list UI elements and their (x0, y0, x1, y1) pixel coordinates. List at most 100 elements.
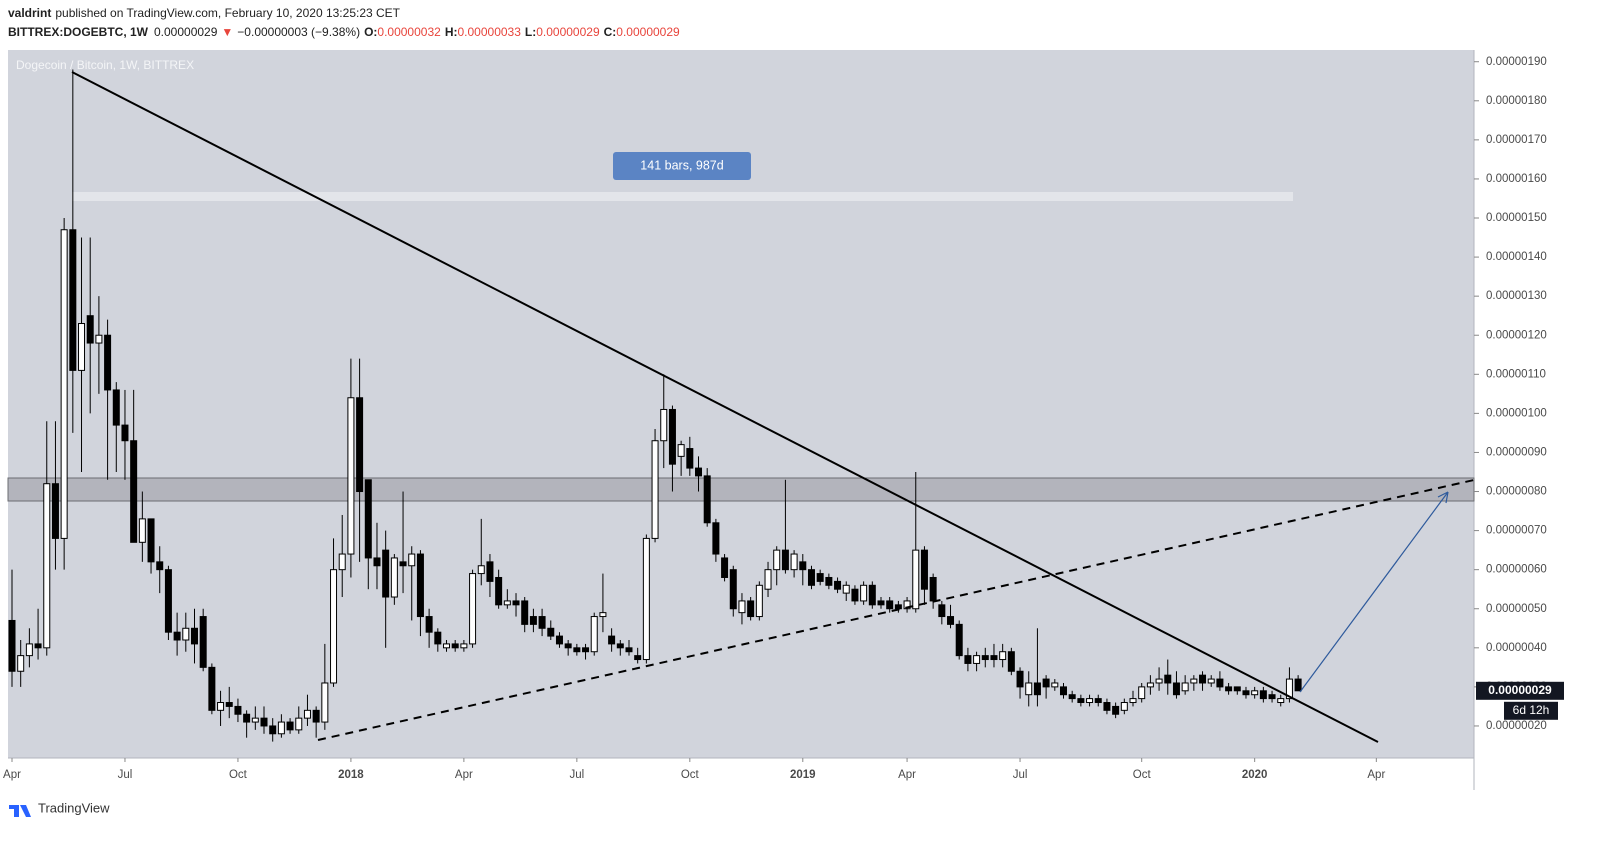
y-tick-label: 0.00000150 (1486, 212, 1547, 224)
measure-box (613, 152, 751, 180)
y-tick-label: 0.00000110 (1486, 368, 1546, 380)
candle-body (51, 483, 59, 539)
candle-body (564, 643, 572, 649)
candle-body (582, 647, 590, 653)
candle-body (529, 616, 537, 625)
candle-body (660, 408, 668, 442)
ohlc-label: O: (364, 25, 377, 39)
candle-body (451, 643, 459, 649)
change: −0.00000003 (−9.38%) (237, 25, 360, 39)
candle-body (816, 573, 824, 582)
ohlc-value: 0.00000033 (457, 25, 521, 39)
candle-body (1225, 686, 1233, 692)
candle-body (677, 444, 685, 457)
y-tick-label: 0.00000170 (1486, 134, 1547, 146)
candle-body (686, 448, 694, 469)
candle-body (964, 655, 972, 664)
candle-body (147, 518, 155, 563)
candle-body (1172, 682, 1180, 696)
y-tick-label: 0.00000040 (1486, 642, 1547, 654)
price-label: 0.00000029 (1488, 683, 1552, 697)
price-label-box (1476, 681, 1564, 700)
candle-body (408, 553, 416, 567)
x-tick-label: Apr (898, 769, 916, 781)
candle-body (416, 553, 424, 618)
candle-body (277, 721, 285, 735)
highlight-band (72, 192, 1293, 201)
candle-body (173, 631, 181, 641)
ohlc-label: L: (525, 25, 536, 39)
candle-body (938, 604, 946, 618)
candle-body (208, 666, 216, 711)
y-tick-label: 0.00000130 (1486, 290, 1547, 302)
candle-body (234, 705, 242, 715)
candle-body (338, 553, 346, 571)
author-line: valdrint published on TradingView.com, Fe… (8, 6, 401, 20)
candle-body (512, 600, 520, 606)
candle-body (1086, 698, 1094, 704)
candle-body (1294, 678, 1302, 692)
candle-body (60, 229, 68, 539)
candle-body (434, 631, 442, 645)
candle-body (1138, 686, 1146, 700)
projection-arrow (1299, 491, 1449, 693)
candle-body (1251, 690, 1259, 696)
candle-body (469, 573, 477, 645)
candle-body (990, 655, 998, 661)
candle-body (999, 651, 1007, 661)
candle-body (138, 518, 146, 543)
candle-body (903, 600, 911, 610)
candle-body (851, 588, 859, 602)
footer: TradingView (9, 800, 110, 817)
ohlc-value: 0.00000029 (616, 25, 680, 39)
candle-body (1146, 682, 1154, 688)
ohlc-value: 0.00000029 (536, 25, 600, 39)
candle-body (538, 616, 546, 629)
candle-body (834, 580, 842, 590)
candle-body (112, 389, 120, 426)
candle-body (590, 616, 598, 653)
candle-body (1181, 682, 1189, 692)
y-tick-label: 0.00000090 (1486, 446, 1547, 458)
candle-body (807, 569, 815, 586)
candle-body (78, 323, 86, 371)
ohlc-label: C: (604, 25, 617, 39)
candle-body (599, 612, 607, 618)
candle-body (981, 655, 989, 661)
candle-body (1112, 705, 1120, 715)
candle-body (1016, 670, 1024, 688)
candle-body (1077, 698, 1085, 704)
candle-body (1042, 678, 1050, 688)
candle-body (1068, 694, 1076, 700)
candle-body (364, 479, 372, 559)
candle-body (781, 549, 789, 571)
x-tick-label: 2018 (338, 769, 364, 781)
candle-body (1259, 690, 1267, 700)
resistance-zone (7, 477, 1475, 502)
candle-body (1233, 686, 1241, 692)
candle-body (330, 569, 338, 684)
x-tick-label: Oct (229, 769, 248, 781)
candle-body (356, 397, 364, 493)
candle-body (373, 557, 381, 567)
candle-body (382, 549, 390, 598)
candle-body (842, 584, 850, 594)
candle-body (503, 600, 511, 606)
candle-body (877, 600, 885, 606)
x-tick-label: Jul (118, 769, 133, 781)
candle-body (634, 655, 642, 661)
x-tick-label: 2019 (790, 769, 816, 781)
candle-body (69, 229, 77, 371)
candles (8, 69, 1302, 742)
symbol: BITTREX:DOGEBTC, 1W (8, 25, 149, 39)
candle-body (738, 600, 746, 614)
last-price: 0.00000029 (154, 25, 218, 39)
candle-body (243, 713, 251, 723)
x-tick-label: 2020 (1242, 769, 1268, 781)
candle-body (1190, 678, 1198, 684)
candle-body (912, 549, 920, 610)
candle-body (190, 627, 198, 645)
candle-body (1129, 698, 1137, 704)
candle-body (573, 647, 581, 653)
candle-body (868, 584, 876, 606)
